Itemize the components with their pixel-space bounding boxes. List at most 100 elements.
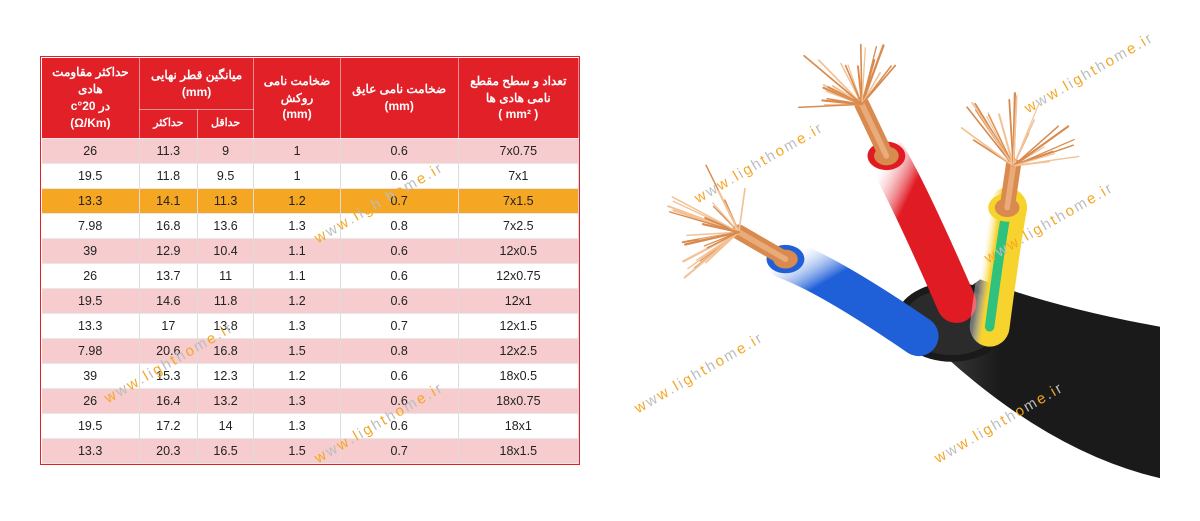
col-subheader: حداکثر	[139, 110, 197, 138]
table-cell: 1.3	[254, 313, 340, 338]
table-cell: 1.1	[254, 263, 340, 288]
spec-table-body: 7x0.750.61911.3267x10.619.511.819.57x1.5…	[42, 138, 579, 463]
col-header-diameter: میانگین قطر نهایی(mm)	[139, 58, 254, 110]
table-cell: 9.5	[197, 163, 253, 188]
table-cell: 0.6	[340, 238, 458, 263]
table-cell: 10.4	[197, 238, 253, 263]
table-cell: 26	[42, 263, 140, 288]
table-cell: 1	[254, 163, 340, 188]
table-cell: 26	[42, 388, 140, 413]
table-row: 12x10.61.211.814.619.5	[42, 288, 579, 313]
table-cell: 1	[254, 138, 340, 163]
table-cell: 18x0.5	[458, 363, 578, 388]
table-cell: 11.3	[139, 138, 197, 163]
col-header-size: تعداد و سطح مقطعنامی هادی ها( mm² )	[458, 58, 578, 138]
table-cell: 15.3	[139, 363, 197, 388]
col-header-ins_thick: ضخامت نامی عایق(mm)	[340, 58, 458, 138]
table-cell: 0.6	[340, 413, 458, 438]
cable-illustration	[630, 30, 1160, 491]
table-cell: 13.3	[42, 188, 140, 213]
table-cell: 0.6	[340, 388, 458, 413]
table-cell: 11.3	[197, 188, 253, 213]
table-row: 7x10.619.511.819.5	[42, 163, 579, 188]
table-cell: 13.7	[139, 263, 197, 288]
col-header-resistance: حداکثر مقاومتهادیدر 20°c(Ω/Km)	[42, 58, 140, 138]
table-cell: 13.8	[197, 313, 253, 338]
table-cell: 7.98	[42, 213, 140, 238]
table-cell: 1.3	[254, 213, 340, 238]
col-header-sheath_thick: ضخامت نامیروکش(mm)	[254, 58, 340, 138]
table-cell: 0.7	[340, 313, 458, 338]
table-cell: 0.6	[340, 363, 458, 388]
table-cell: 9	[197, 138, 253, 163]
table-cell: 20.6	[139, 338, 197, 363]
table-cell: 17.2	[139, 413, 197, 438]
table-cell: 39	[42, 238, 140, 263]
table-cell: 39	[42, 363, 140, 388]
table-cell: 20.3	[139, 438, 197, 463]
table-cell: 16.8	[197, 338, 253, 363]
table-cell: 1.2	[254, 288, 340, 313]
table-row: 18x0.750.61.313.216.426	[42, 388, 579, 413]
table-cell: 11	[197, 263, 253, 288]
table-cell: 0.8	[340, 338, 458, 363]
table-row: 18x10.61.31417.219.5	[42, 413, 579, 438]
table-cell: 18x0.75	[458, 388, 578, 413]
cable-svg	[630, 30, 1160, 491]
table-cell: 12x2.5	[458, 338, 578, 363]
table-cell: 13.3	[42, 313, 140, 338]
table-cell: 1.3	[254, 388, 340, 413]
table-cell: 14	[197, 413, 253, 438]
table-cell: 7x1.5	[458, 188, 578, 213]
spec-table-header: تعداد و سطح مقطعنامی هادی ها( mm² )ضخامت…	[42, 58, 579, 138]
table-cell: 0.6	[340, 263, 458, 288]
table-cell: 7x2.5	[458, 213, 578, 238]
table-cell: 11.8	[139, 163, 197, 188]
table-cell: 11.8	[197, 288, 253, 313]
spec-table-container: تعداد و سطح مقطعنامی هادی ها( mm² )ضخامت…	[40, 56, 580, 464]
table-cell: 0.6	[340, 138, 458, 163]
table-cell: 16.5	[197, 438, 253, 463]
table-cell: 12x0.5	[458, 238, 578, 263]
table-row: 12x1.50.71.313.81713.3	[42, 313, 579, 338]
table-cell: 0.8	[340, 213, 458, 238]
table-cell: 26	[42, 138, 140, 163]
table-cell: 18x1.5	[458, 438, 578, 463]
table-row: 12x2.50.81.516.820.67.98	[42, 338, 579, 363]
table-cell: 19.5	[42, 288, 140, 313]
table-cell: 0.7	[340, 188, 458, 213]
table-cell: 7x0.75	[458, 138, 578, 163]
table-row: 7x2.50.81.313.616.87.98	[42, 213, 579, 238]
col-subheader: حداقل	[197, 110, 253, 138]
table-cell: 1.5	[254, 438, 340, 463]
table-cell: 12.3	[197, 363, 253, 388]
table-row: 7x0.750.61911.326	[42, 138, 579, 163]
table-cell: 13.3	[42, 438, 140, 463]
table-cell: 13.6	[197, 213, 253, 238]
table-cell: 7.98	[42, 338, 140, 363]
table-cell: 7x1	[458, 163, 578, 188]
table-cell: 19.5	[42, 163, 140, 188]
table-cell: 1.2	[254, 363, 340, 388]
table-row: 12x0.750.61.11113.726	[42, 263, 579, 288]
table-cell: 19.5	[42, 413, 140, 438]
spec-table: تعداد و سطح مقطعنامی هادی ها( mm² )ضخامت…	[41, 57, 579, 463]
table-cell: 12x1.5	[458, 313, 578, 338]
table-cell: 17	[139, 313, 197, 338]
table-cell: 1.2	[254, 188, 340, 213]
table-cell: 1.5	[254, 338, 340, 363]
table-row: 18x1.50.71.516.520.313.3	[42, 438, 579, 463]
table-row: 18x0.50.61.212.315.339	[42, 363, 579, 388]
table-row: 12x0.50.61.110.412.939	[42, 238, 579, 263]
table-cell: 14.1	[139, 188, 197, 213]
table-cell: 0.6	[340, 288, 458, 313]
table-cell: 1.3	[254, 413, 340, 438]
table-cell: 12x0.75	[458, 263, 578, 288]
table-cell: 18x1	[458, 413, 578, 438]
table-row: 7x1.50.71.211.314.113.3	[42, 188, 579, 213]
table-cell: 12x1	[458, 288, 578, 313]
table-cell: 0.6	[340, 163, 458, 188]
table-cell: 13.2	[197, 388, 253, 413]
table-cell: 1.1	[254, 238, 340, 263]
table-cell: 0.7	[340, 438, 458, 463]
